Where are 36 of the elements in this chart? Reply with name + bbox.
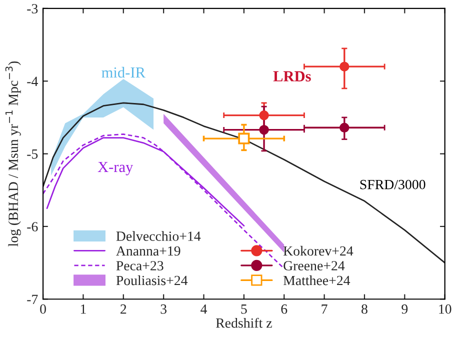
line-series: [46, 137, 245, 226]
legend-label: Peca+23: [116, 261, 164, 270]
x-tick-label: 10: [439, 304, 452, 314]
x-tick-label: 9: [402, 304, 408, 314]
y-tick-label: -6: [27, 222, 38, 232]
annotation: X-ray: [98, 162, 134, 176]
point: [340, 122, 350, 132]
y-axis-title: log (BHAD / Msun yr$^{−1}$ Mpc$^{−3}$): [5, 61, 21, 246]
legend-label: Ananna+19: [116, 246, 180, 256]
legend-label: Matthee+24: [283, 275, 350, 286]
y-tick-label: -5: [27, 150, 38, 159]
y-tick-label: -4: [27, 76, 38, 86]
x-tick-label: 2: [120, 304, 126, 314]
point: [238, 132, 250, 144]
x-tick-label: 8: [362, 304, 368, 314]
line-series: [43, 133, 285, 270]
x-tick-label: 3: [160, 304, 167, 314]
x-tick-label: 0: [40, 304, 46, 314]
point: [259, 110, 269, 120]
legend-label: Delvecchio+14: [116, 231, 201, 241]
x-tick-label: 4: [200, 304, 208, 314]
annotation: mid-IR: [102, 66, 146, 78]
point: [340, 62, 350, 72]
annotation: LRDs: [273, 71, 311, 82]
x-tick-label: 1: [80, 304, 86, 314]
point: [259, 124, 269, 135]
y-tick-label: -7: [27, 294, 38, 304]
legend-label: Pouliasis+24: [116, 275, 188, 286]
x-tick-label: 5: [241, 304, 247, 314]
legend-label: Kokorev+24: [283, 246, 354, 256]
x-tick-label: 7: [322, 304, 328, 314]
y-tick-label: -3: [27, 4, 38, 14]
x-tick-label: 6: [281, 304, 288, 314]
legend-label: Greene+24: [284, 261, 345, 270]
x-axis-title: Redshift z: [216, 318, 272, 328]
annotation: SFRD/3000: [360, 180, 426, 190]
